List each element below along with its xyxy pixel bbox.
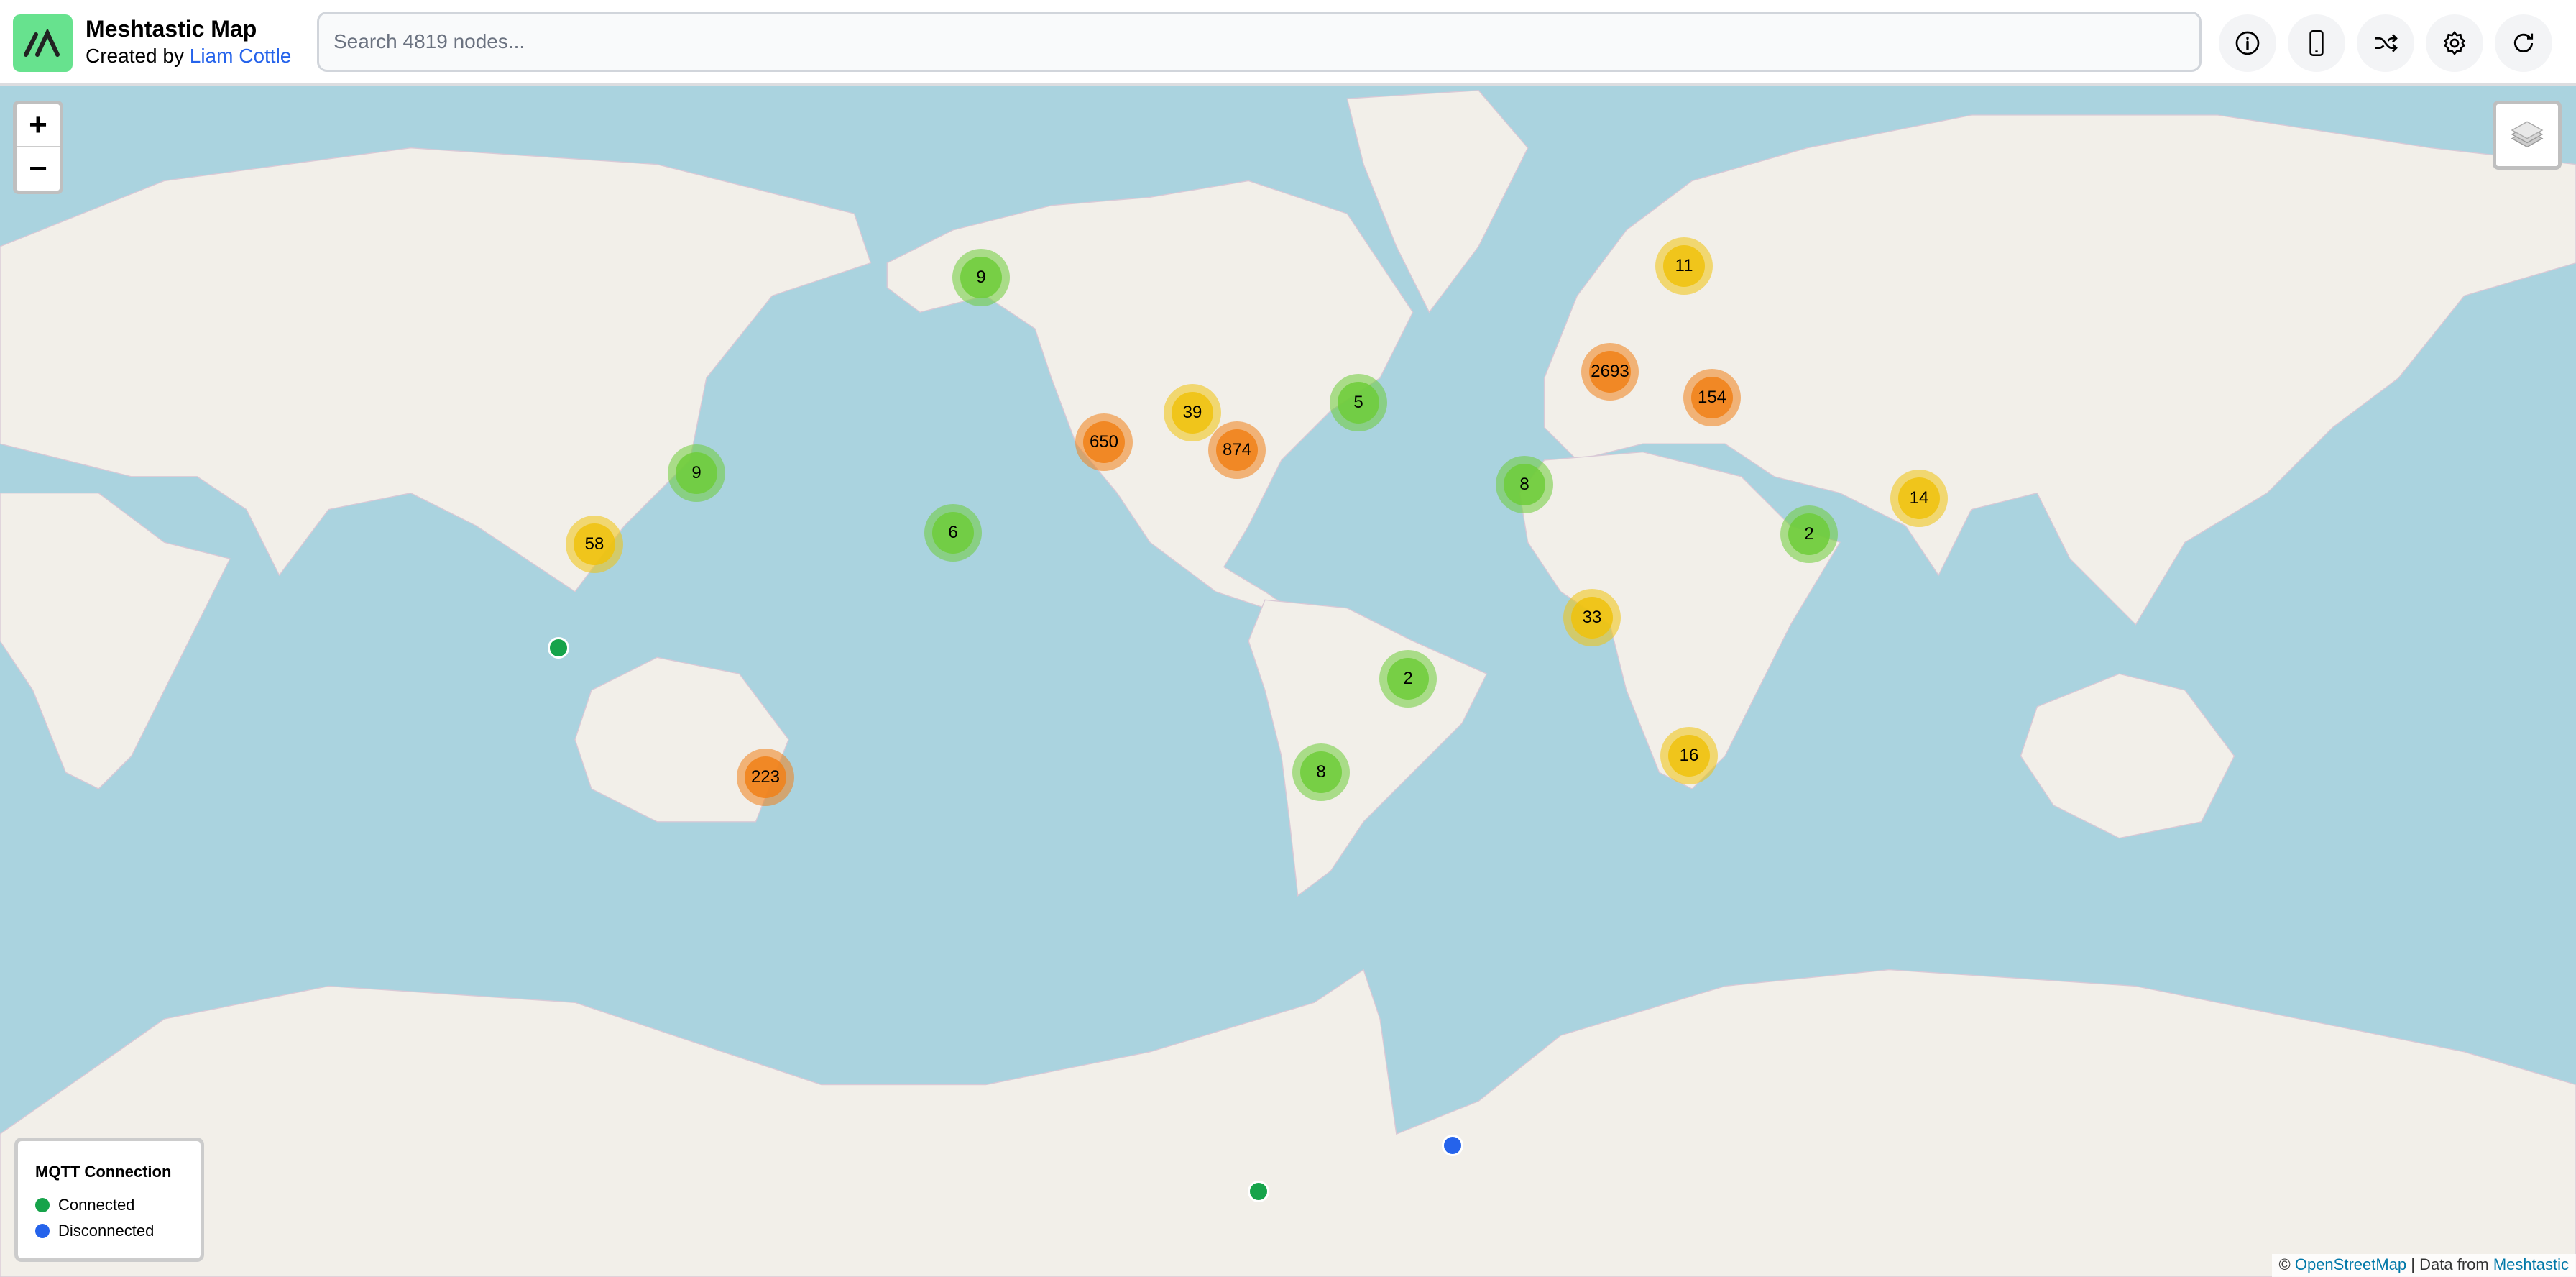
node-cluster[interactable]: 58 — [566, 516, 623, 573]
cluster-count: 33 — [1571, 597, 1613, 638]
connected-node-marker[interactable] — [548, 637, 569, 659]
gear-icon — [2443, 30, 2466, 56]
info-icon — [2235, 31, 2260, 55]
node-cluster[interactable]: 154 — [1683, 369, 1741, 426]
meshtastic-logo[interactable] — [13, 14, 73, 72]
legend-item-connected: Connected — [35, 1196, 201, 1214]
node-cluster[interactable]: 6 — [924, 504, 982, 562]
meshtastic-link[interactable]: Meshtastic — [2493, 1255, 2569, 1273]
created-by-label: Created by — [86, 45, 184, 67]
layers-button[interactable] — [2493, 101, 2562, 170]
cluster-count: 16 — [1668, 735, 1710, 777]
node-cluster[interactable]: 2 — [1379, 650, 1437, 708]
cluster-count: 5 — [1338, 382, 1379, 424]
cluster-count: 874 — [1216, 429, 1258, 471]
australia-east — [2020, 673, 2235, 839]
phone-icon — [2309, 30, 2324, 56]
cluster-count: 6 — [932, 512, 974, 554]
node-cluster[interactable]: 33 — [1563, 589, 1621, 646]
shuffle-icon — [2375, 34, 2398, 52]
cluster-count: 58 — [574, 523, 615, 565]
cluster-count: 650 — [1083, 421, 1125, 463]
zoom-out-button[interactable]: − — [29, 151, 47, 186]
node-cluster[interactable]: 11 — [1655, 237, 1713, 295]
map-attribution: © OpenStreetMap | Data from Meshtastic — [2271, 1254, 2576, 1277]
cluster-count: 2 — [1788, 513, 1830, 555]
refresh-icon — [2513, 33, 2534, 52]
logo-icon — [23, 29, 60, 57]
node-cluster[interactable]: 14 — [1890, 470, 1948, 527]
app-header: Meshtastic Map Created by Liam Cottle — [0, 0, 2576, 86]
cluster-count: 2693 — [1589, 351, 1631, 393]
antarctica — [0, 969, 2576, 1277]
cluster-count: 14 — [1898, 477, 1940, 519]
cluster-count: 2 — [1387, 658, 1429, 700]
cluster-count: 11 — [1663, 245, 1705, 287]
eurasia — [1543, 114, 2576, 626]
shuffle-button[interactable] — [2357, 14, 2414, 72]
node-cluster[interactable]: 16 — [1660, 727, 1718, 784]
separator: | — [2411, 1255, 2415, 1273]
africa-west-wrap — [0, 493, 231, 789]
greenland — [1346, 90, 1529, 313]
cluster-count: 9 — [676, 452, 717, 494]
openstreetmap-link[interactable]: OpenStreetMap — [2294, 1255, 2407, 1273]
node-cluster[interactable]: 2693 — [1581, 343, 1639, 401]
cluster-count: 8 — [1300, 751, 1342, 793]
author-link[interactable]: Liam Cottle — [189, 45, 292, 67]
connected-swatch — [35, 1198, 50, 1212]
node-cluster[interactable]: 5 — [1330, 374, 1387, 431]
layers-icon — [2511, 121, 2544, 148]
connected-node-marker[interactable] — [1248, 1181, 1269, 1202]
data-from-label: Data from — [2419, 1255, 2489, 1273]
legend-label: Disconnected — [58, 1222, 155, 1240]
legend-label: Connected — [58, 1196, 135, 1214]
cluster-count: 8 — [1504, 464, 1545, 505]
settings-button[interactable] — [2426, 14, 2483, 72]
cluster-count: 39 — [1172, 392, 1213, 434]
zoom-control: + − — [13, 101, 63, 194]
cluster-count: 9 — [960, 257, 1002, 298]
australia — [574, 656, 789, 823]
info-button[interactable] — [2219, 14, 2276, 72]
copyright-symbol: © — [2278, 1255, 2291, 1273]
node-cluster[interactable]: 650 — [1075, 413, 1133, 471]
node-cluster[interactable]: 8 — [1496, 456, 1553, 513]
search-input[interactable] — [317, 12, 2202, 72]
zoom-in-button[interactable]: + — [17, 104, 60, 147]
mqtt-legend: MQTT Connection Connected Disconnected — [14, 1138, 204, 1262]
node-cluster[interactable]: 9 — [952, 249, 1010, 306]
disconnected-node-marker[interactable] — [1442, 1135, 1463, 1156]
app-title: Meshtastic Map — [86, 16, 257, 42]
node-cluster[interactable]: 9 — [668, 444, 725, 502]
cluster-count: 223 — [745, 756, 786, 798]
node-cluster[interactable]: 874 — [1208, 421, 1266, 479]
legend-item-disconnected: Disconnected — [35, 1222, 201, 1240]
device-button[interactable] — [2288, 14, 2345, 72]
node-cluster[interactable]: 2 — [1780, 505, 1838, 563]
asia-west-wrap — [0, 147, 872, 592]
disconnected-swatch — [35, 1224, 50, 1238]
node-cluster[interactable]: 39 — [1164, 384, 1221, 441]
app-subtitle: Created by Liam Cottle — [86, 45, 291, 68]
node-cluster[interactable]: 223 — [737, 749, 794, 806]
cluster-count: 154 — [1691, 377, 1733, 418]
refresh-button[interactable] — [2495, 14, 2552, 72]
node-cluster[interactable]: 8 — [1292, 743, 1350, 801]
legend-title: MQTT Connection — [35, 1163, 172, 1181]
